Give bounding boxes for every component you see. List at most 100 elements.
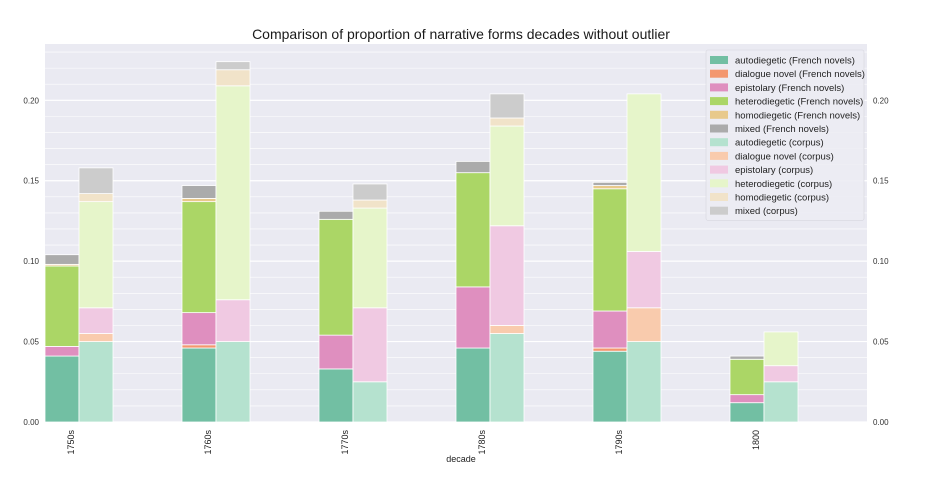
- y-tick-label-left: 0.00: [23, 418, 39, 427]
- legend-swatch: [710, 124, 728, 133]
- y-tick-label-right: 0.20: [873, 96, 889, 105]
- x-tick-label: 1800: [751, 430, 761, 450]
- x-tick-label: 1750s: [66, 430, 76, 455]
- bar-segment: [489, 117, 525, 127]
- bar-segment: [592, 181, 628, 186]
- y-tick-label-right: 0.00: [873, 418, 889, 427]
- bar-segment: [181, 185, 217, 199]
- x-tick-label: 1760s: [203, 430, 213, 455]
- legend-label: heterodiegetic (French novels): [735, 97, 863, 108]
- legend-label: dialogue novel (French novels): [735, 69, 865, 80]
- legend-swatch: [710, 138, 728, 147]
- y-tick-label-right: 0.05: [873, 338, 889, 347]
- bar-segment: [763, 331, 799, 367]
- bar-segment: [352, 199, 388, 209]
- y-tick-label-left: 0.05: [23, 338, 39, 347]
- chart-title: Comparison of proportion of narrative fo…: [252, 26, 670, 42]
- legend-swatch: [710, 193, 728, 201]
- bar-segment: [78, 193, 114, 203]
- y-tick-label-left: 0.10: [23, 257, 39, 266]
- bar-segment: [44, 265, 80, 347]
- bar-segment: [181, 198, 217, 203]
- bar-segment: [352, 307, 388, 383]
- bar-segment: [729, 394, 765, 404]
- bar-segment: [352, 183, 388, 201]
- bar-segment: [78, 333, 114, 342]
- legend-swatch: [710, 151, 728, 160]
- bar-segment: [763, 365, 799, 383]
- bar-segment: [215, 69, 251, 87]
- legend-swatch: [710, 69, 728, 78]
- legend-label: autodiegetic (corpus): [735, 138, 824, 149]
- bar-segment: [78, 307, 114, 334]
- bar-segment: [78, 341, 114, 423]
- bar-segment: [455, 172, 491, 288]
- bar-segment: [318, 368, 354, 423]
- bar-segment: [489, 93, 525, 119]
- bar-segment: [729, 358, 765, 396]
- x-axis-label: decade: [446, 454, 476, 464]
- legend-label: epistolary (corpus): [735, 165, 813, 176]
- y-tick-label-right: 0.10: [873, 257, 889, 266]
- legend-swatch: [710, 110, 728, 119]
- bar-segment: [318, 210, 354, 220]
- bar-segment: [489, 125, 525, 227]
- legend-label: heterodiegetic (corpus): [735, 179, 832, 190]
- bar-segment: [215, 85, 251, 301]
- bar-segment: [44, 345, 80, 357]
- legend-swatch: [710, 56, 728, 64]
- y-axis-left: 0.00 0.05 0.10 0.15 0.20: [23, 96, 39, 427]
- bar-segment: [78, 201, 114, 309]
- x-tick-label: 1780s: [477, 430, 487, 455]
- x-axis: 1750s 1760s 1770s 1780s 1790s 1800: [66, 430, 761, 455]
- legend-label: homodiegetic (corpus): [735, 193, 829, 204]
- bar-segment: [181, 344, 217, 349]
- bar-segment: [78, 167, 114, 194]
- bar-segment: [729, 355, 765, 360]
- bar-segment: [489, 333, 525, 423]
- bar-segment: [455, 161, 491, 174]
- bar-segment: [626, 251, 662, 309]
- legend: autodiegetic (French novels) dialogue nov…: [705, 49, 865, 221]
- legend-label: autodiegetic (French novels): [735, 56, 855, 67]
- bar-segment: [729, 402, 765, 423]
- bar-segment: [592, 310, 628, 349]
- legend-label: mixed (corpus): [735, 206, 798, 217]
- bar-segment: [318, 218, 354, 336]
- x-tick-label: 1770s: [340, 430, 350, 455]
- bars: [44, 61, 799, 423]
- y-tick-label-left: 0.15: [23, 177, 39, 186]
- legend-swatch: [710, 206, 728, 215]
- legend-label: epistolary (French novels): [735, 83, 844, 94]
- legend-swatch: [710, 97, 728, 106]
- legend-swatch: [710, 165, 728, 174]
- y-tick-label-left: 0.20: [23, 96, 39, 105]
- bar-segment: [592, 347, 628, 352]
- legend-box: [705, 49, 865, 221]
- bar-segment: [215, 61, 251, 71]
- bar-segment: [592, 350, 628, 423]
- bar-segment: [626, 307, 662, 342]
- bar-segment: [455, 286, 491, 349]
- bar-segment: [181, 347, 217, 423]
- bar-segment: [626, 93, 662, 252]
- y-axis-right: 0.00 0.05 0.10 0.15 0.20: [873, 96, 889, 427]
- legend-swatch: [710, 83, 728, 92]
- legend-label: mixed (French novels): [735, 124, 829, 135]
- bar-segment: [44, 355, 80, 423]
- x-tick-label: 1790s: [614, 430, 624, 455]
- legend-label: homodiegetic (French novels): [735, 110, 860, 121]
- bar-segment: [181, 312, 217, 346]
- bar-segment: [763, 381, 799, 423]
- y-tick-label-right: 0.15: [873, 177, 889, 186]
- bar-segment: [489, 325, 525, 334]
- bar-segment: [181, 201, 217, 314]
- bar-segment: [352, 207, 388, 309]
- bar-segment: [626, 341, 662, 423]
- legend-label: dialogue novel (corpus): [735, 151, 834, 162]
- bar-segment: [215, 341, 251, 423]
- legend-swatch: [710, 179, 728, 188]
- bar-segment: [318, 334, 354, 370]
- bar-segment: [592, 188, 628, 312]
